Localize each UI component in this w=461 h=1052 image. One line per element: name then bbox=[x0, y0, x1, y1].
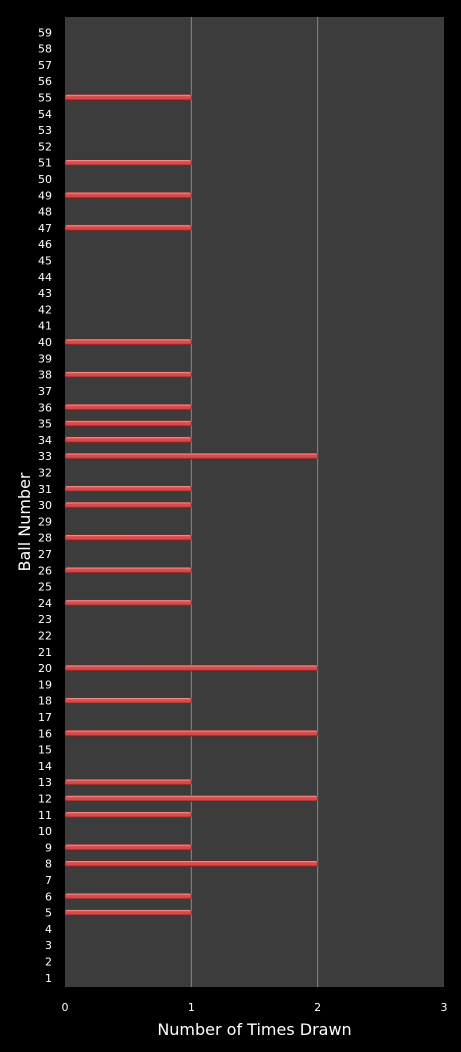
y-tick-37: 37 bbox=[38, 385, 52, 398]
y-tick-44: 44 bbox=[38, 271, 52, 284]
y-tick-34: 34 bbox=[38, 434, 52, 447]
y-tick-59: 59 bbox=[38, 26, 52, 39]
y-tick-20: 20 bbox=[38, 662, 52, 675]
y-tick-8: 8 bbox=[45, 858, 52, 871]
bar-ball-34 bbox=[64, 436, 192, 444]
y-tick-5: 5 bbox=[45, 907, 52, 920]
y-tick-16: 16 bbox=[38, 727, 52, 740]
y-tick-31: 31 bbox=[38, 483, 52, 496]
bar-ball-38 bbox=[64, 371, 192, 378]
y-tick-36: 36 bbox=[38, 401, 52, 414]
y-tick-12: 12 bbox=[38, 793, 52, 806]
bar-ball-20 bbox=[64, 664, 318, 672]
y-tick-23: 23 bbox=[38, 613, 52, 626]
y-tick-43: 43 bbox=[38, 287, 52, 300]
y-tick-33: 33 bbox=[38, 450, 52, 463]
y-tick-22: 22 bbox=[38, 629, 52, 642]
bar-ball-16 bbox=[64, 730, 318, 737]
y-tick-42: 42 bbox=[38, 303, 52, 316]
bar-ball-35 bbox=[64, 420, 192, 427]
y-tick-35: 35 bbox=[38, 418, 52, 431]
x-axis-title: Number of Times Drawn bbox=[157, 1020, 351, 1039]
y-tick-11: 11 bbox=[38, 809, 52, 822]
bar-ball-28 bbox=[64, 534, 192, 541]
gridlines bbox=[190, 17, 319, 987]
y-tick-51: 51 bbox=[38, 157, 52, 170]
y-tick-6: 6 bbox=[45, 890, 52, 903]
bar-ball-26 bbox=[64, 567, 192, 574]
y-tick-28: 28 bbox=[38, 532, 52, 545]
x-tick-2: 2 bbox=[314, 1001, 321, 1014]
y-tick-48: 48 bbox=[38, 206, 52, 219]
y-tick-41: 41 bbox=[38, 320, 52, 333]
y-tick-50: 50 bbox=[38, 173, 52, 186]
y-tick-46: 46 bbox=[38, 238, 52, 251]
y-tick-45: 45 bbox=[38, 255, 52, 268]
x-tick-labels: 0 1 2 3 bbox=[62, 1001, 448, 1014]
y-tick-27: 27 bbox=[38, 548, 52, 561]
y-tick-32: 32 bbox=[38, 466, 52, 479]
bar-ball-40 bbox=[64, 338, 192, 346]
y-tick-14: 14 bbox=[38, 760, 52, 773]
bar-ball-11 bbox=[64, 811, 192, 819]
y-axis-title: Ball Number bbox=[15, 472, 34, 571]
y-tick-39: 39 bbox=[38, 352, 52, 365]
bar-ball-51 bbox=[64, 159, 192, 166]
bar-ball-9 bbox=[64, 844, 192, 851]
y-tick-3: 3 bbox=[45, 939, 52, 952]
bar-ball-36 bbox=[64, 404, 192, 411]
y-tick-1: 1 bbox=[45, 972, 52, 985]
y-tick-26: 26 bbox=[38, 564, 52, 577]
y-tick-56: 56 bbox=[38, 75, 52, 88]
bar-ball-33 bbox=[64, 452, 318, 460]
bar-ball-31 bbox=[64, 485, 192, 493]
y-tick-47: 47 bbox=[38, 222, 52, 235]
y-tick-52: 52 bbox=[38, 140, 52, 153]
y-tick-labels: 1234567891011121314151617181920212223242… bbox=[38, 26, 52, 985]
y-tick-57: 57 bbox=[38, 59, 52, 72]
bar-ball-6 bbox=[64, 893, 192, 900]
y-tick-58: 58 bbox=[38, 43, 52, 56]
bar-ball-13 bbox=[64, 778, 192, 786]
x-tick-1: 1 bbox=[188, 1001, 195, 1014]
y-tick-15: 15 bbox=[38, 744, 52, 757]
y-tick-54: 54 bbox=[38, 108, 52, 121]
y-tick-2: 2 bbox=[45, 956, 52, 969]
y-tick-30: 30 bbox=[38, 499, 52, 512]
y-tick-19: 19 bbox=[38, 678, 52, 691]
y-tick-40: 40 bbox=[38, 336, 52, 349]
bar-ball-18 bbox=[64, 697, 192, 704]
y-tick-49: 49 bbox=[38, 189, 52, 202]
y-tick-13: 13 bbox=[38, 776, 52, 789]
y-tick-53: 53 bbox=[38, 124, 52, 137]
bar-ball-55 bbox=[64, 94, 192, 101]
y-tick-29: 29 bbox=[38, 515, 52, 528]
bar-ball-47 bbox=[64, 224, 192, 232]
bar-ball-24 bbox=[64, 599, 192, 607]
bars bbox=[64, 94, 318, 916]
bar-ball-30 bbox=[64, 501, 192, 509]
x-tick-3: 3 bbox=[441, 1001, 448, 1014]
bar-ball-49 bbox=[64, 192, 192, 199]
bar-ball-12 bbox=[64, 795, 318, 802]
y-tick-24: 24 bbox=[38, 597, 52, 610]
y-tick-4: 4 bbox=[45, 923, 52, 936]
y-tick-17: 17 bbox=[38, 711, 52, 724]
bar-ball-5 bbox=[64, 909, 192, 916]
y-tick-25: 25 bbox=[38, 581, 52, 594]
x-tick-0: 0 bbox=[62, 1001, 69, 1014]
y-tick-55: 55 bbox=[38, 92, 52, 105]
y-tick-7: 7 bbox=[45, 874, 52, 887]
y-tick-10: 10 bbox=[38, 825, 52, 838]
y-tick-38: 38 bbox=[38, 369, 52, 382]
bar-ball-8 bbox=[64, 860, 318, 867]
y-tick-21: 21 bbox=[38, 646, 52, 659]
y-tick-18: 18 bbox=[38, 695, 52, 708]
y-tick-9: 9 bbox=[45, 841, 52, 854]
